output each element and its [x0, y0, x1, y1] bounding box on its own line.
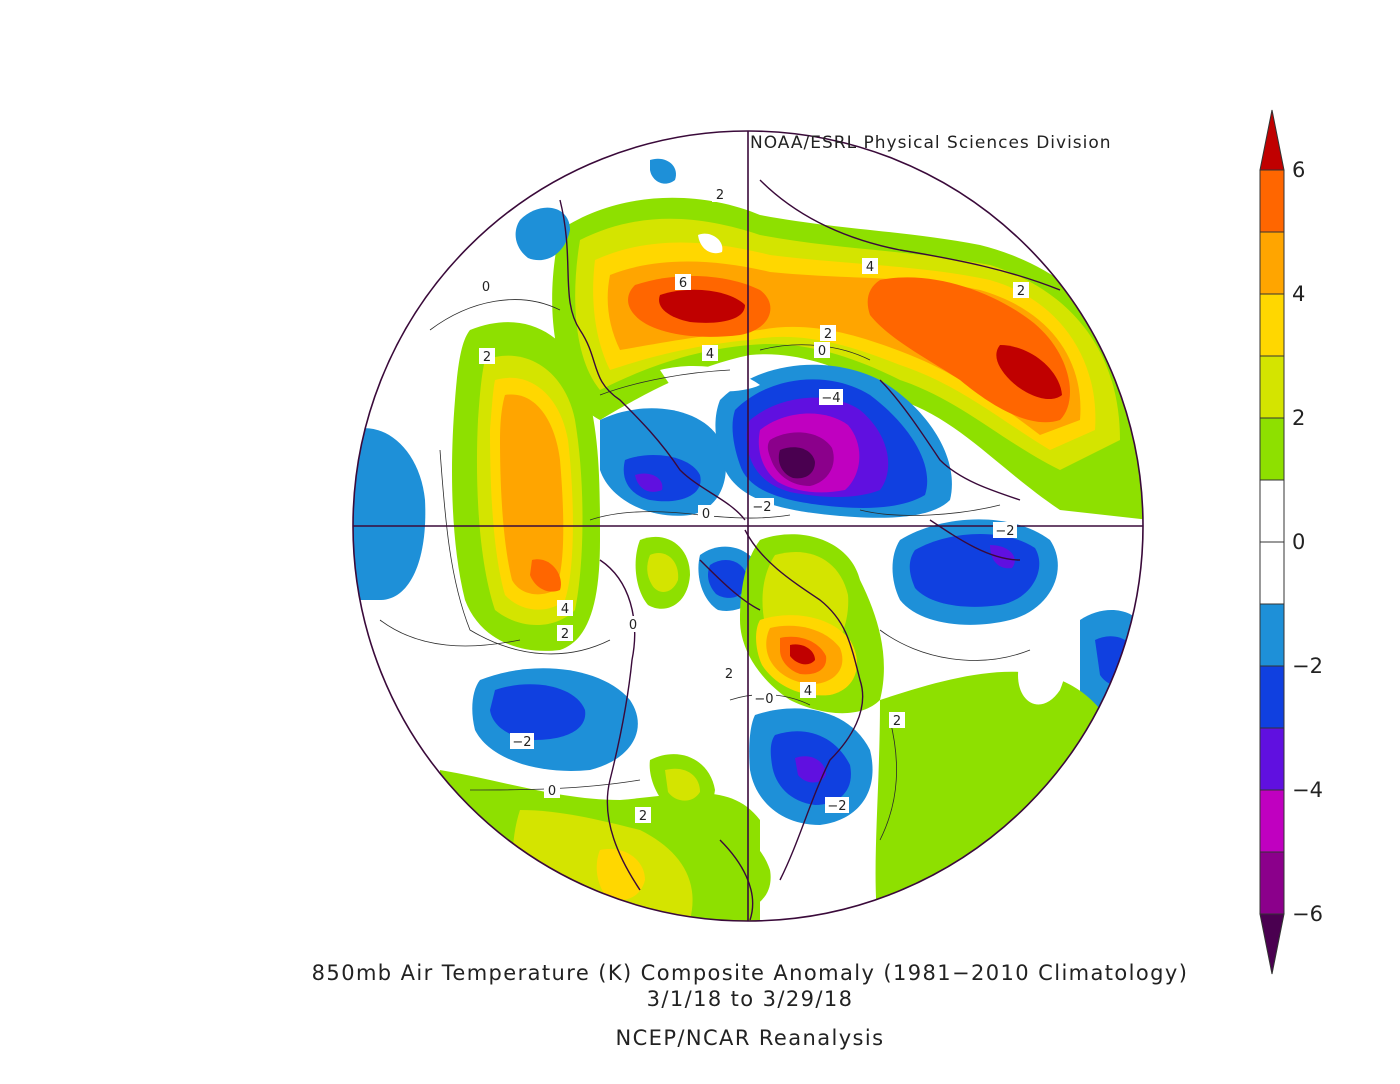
- contour-label: 2: [639, 809, 647, 824]
- colorbar-tick-label: 0: [1292, 530, 1306, 554]
- contour-label: 2: [716, 188, 724, 203]
- contour-label-bg: [862, 258, 878, 274]
- contour-label: −2: [752, 500, 771, 515]
- contour-label: −2: [827, 799, 846, 814]
- contour-label: 0: [629, 618, 637, 633]
- colorbar-tick-label: −4: [1292, 778, 1323, 802]
- contour-label: 4: [804, 684, 812, 699]
- contour-label-bg: [889, 712, 905, 728]
- contour-label-bg: [510, 733, 534, 749]
- contour-label-bg: [544, 782, 560, 798]
- contour-label: 2: [893, 714, 901, 729]
- contour-labels: 2 0 2 6 4 4 2 2 0 −4 −2 0 −2 4 2 0 2 −0 4 2 −2 0 2 −2: [478, 186, 1029, 824]
- title-line-2: 3/1/18 to 3/29/18: [646, 987, 854, 1011]
- contour-label-bg: [625, 616, 641, 632]
- contour-label-bg: [712, 186, 728, 202]
- contour-label-bg: [750, 498, 774, 514]
- contour-label-bg: [800, 682, 816, 698]
- contour-label: −0: [754, 692, 773, 707]
- contour-label: 4: [706, 347, 714, 362]
- colorbar-segment: [1259, 417, 1285, 481]
- contour-label: 0: [548, 784, 556, 799]
- colorbar-segment: [1259, 355, 1285, 419]
- contour-label-bg: [1013, 282, 1029, 298]
- colorbar-tick-label: 4: [1292, 282, 1306, 306]
- contour-label-bg: [820, 325, 836, 341]
- contour-label: 2: [561, 627, 569, 642]
- colorbar-segment: [1259, 541, 1285, 605]
- contour-label: 4: [561, 602, 569, 617]
- colorbar-segment: [1259, 603, 1285, 667]
- contour-label: −2: [512, 735, 531, 750]
- contour-label: −4: [821, 391, 840, 406]
- contour-label: 4: [866, 260, 874, 275]
- contour-label: 2: [1017, 284, 1025, 299]
- contour-label-bg: [478, 278, 494, 294]
- colorbar: [1259, 109, 1285, 975]
- title-line-3: NCEP/NCAR Reanalysis: [615, 1026, 885, 1050]
- contour-label-bg: [721, 665, 737, 681]
- contour-label-bg: [819, 389, 843, 405]
- colorbar-segment: [1259, 231, 1285, 295]
- colorbar-segment: [1259, 665, 1285, 729]
- contour-label-bg: [698, 505, 714, 521]
- contour-label: 2: [824, 327, 832, 342]
- contour-label: 0: [702, 507, 710, 522]
- colorbar-tick-label: −2: [1292, 654, 1323, 678]
- contour-label-bg: [752, 690, 776, 706]
- anomaly-field: [353, 131, 1143, 921]
- colorbar-bottom-arrow: [1259, 913, 1285, 975]
- contour-label-bg: [635, 807, 651, 823]
- contour-label-bg: [557, 625, 573, 641]
- colorbar-tick-label: 2: [1292, 406, 1306, 430]
- contour-label: 6: [679, 276, 687, 291]
- colorbar-segment: [1259, 293, 1285, 357]
- contour-label: 0: [818, 344, 826, 359]
- colorbar-segment: [1259, 727, 1285, 791]
- colorbar-segment: [1259, 789, 1285, 853]
- contour-label: 2: [725, 667, 733, 682]
- contour-label-bg: [479, 348, 495, 364]
- contour-label-bg: [825, 797, 849, 813]
- colorbar-top-arrow: [1259, 109, 1285, 171]
- contour-label: 2: [483, 350, 491, 365]
- colorbar-segment: [1259, 169, 1285, 233]
- contour-label-bg: [702, 345, 718, 361]
- contour-label: 0: [482, 280, 490, 295]
- colorbar-tick-label: 6: [1292, 158, 1306, 182]
- title-line-1: 850mb Air Temperature (K) Composite Anom…: [311, 961, 1189, 985]
- contour-label-bg: [993, 522, 1017, 538]
- contour-label-bg: [557, 600, 573, 616]
- colorbar-tick-label: −6: [1292, 902, 1323, 926]
- credit-text: NOAA/ESRL Physical Sciences Division: [750, 133, 1112, 153]
- contour-label-bg: [675, 274, 691, 290]
- contour-label-bg: [814, 342, 830, 358]
- colorbar-segment: [1259, 479, 1285, 543]
- contour-label: −2: [995, 524, 1014, 539]
- colorbar-segment: [1259, 851, 1285, 915]
